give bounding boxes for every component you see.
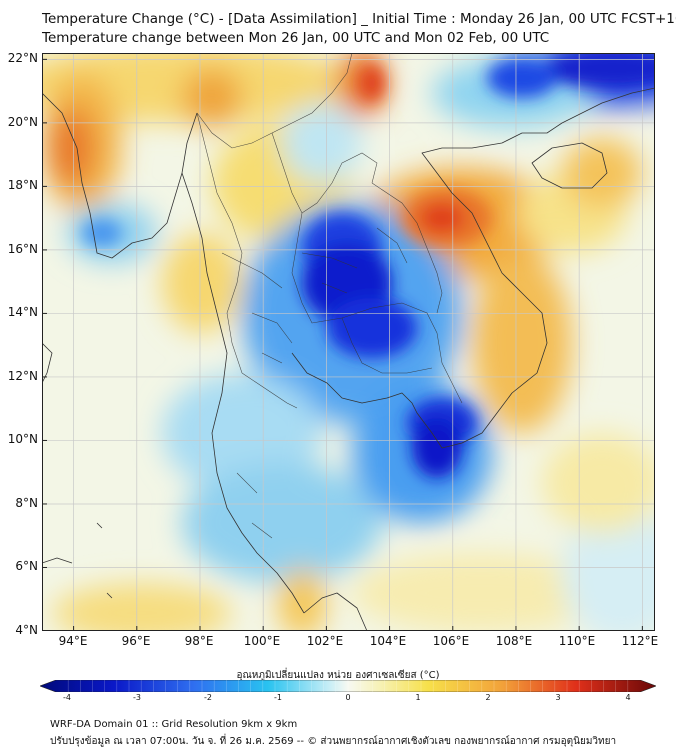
temperature-change-map (42, 53, 655, 631)
field-detail (82, 53, 655, 478)
lon-label: 96°E (121, 634, 151, 648)
graticule (42, 53, 655, 631)
colorbar-tick: 3 (555, 693, 561, 702)
lon-label: 94°E (58, 634, 88, 648)
colorbar (40, 680, 656, 692)
colorbar-tick: -1 (274, 693, 282, 702)
lat-label: 14°N (7, 305, 38, 319)
colorbar-title: อุณหภูมิเปลี่ยนแปลง หน่วย องศาเซลเซียส (… (236, 670, 440, 681)
lon-label: 106°E (432, 634, 470, 648)
colorbar-tick: -4 (63, 693, 71, 702)
lat-label: 20°N (7, 115, 38, 129)
colorbar-tick: 0 (345, 693, 351, 702)
lon-label: 102°E (306, 634, 344, 648)
map-panel (42, 53, 655, 631)
lat-label: 4°N (15, 623, 38, 637)
lon-label: 112°E (621, 634, 659, 648)
colorbar-tick: -2 (204, 693, 212, 702)
lat-label: 8°N (15, 496, 38, 510)
lon-label: 98°E (184, 634, 214, 648)
lat-label: 12°N (7, 369, 38, 383)
footer-line-1: WRF-DA Domain 01 :: Grid Resolution 9km … (50, 719, 298, 730)
coastlines (42, 87, 655, 631)
lat-label: 18°N (7, 178, 38, 192)
lon-label: 100°E (243, 634, 281, 648)
lat-label: 22°N (7, 51, 38, 65)
colorbar-tick: 2 (485, 693, 491, 702)
lat-label: 16°N (7, 242, 38, 256)
colorbar-tick: -3 (133, 693, 141, 702)
lon-label: 110°E (558, 634, 596, 648)
title-line-2: Temperature change between Mon 26 Jan, 0… (42, 30, 550, 46)
lon-label: 108°E (495, 634, 533, 648)
borders (196, 53, 463, 539)
title-line-1: Temperature Change (°C) - [Data Assimila… (42, 11, 676, 27)
colorbar-tick: 4 (625, 693, 631, 702)
lat-label: 6°N (15, 559, 38, 573)
colorbar-tick: 1 (415, 693, 421, 702)
lat-label: 10°N (7, 432, 38, 446)
lon-label: 104°E (369, 634, 407, 648)
footer-line-2: ปรับปรุงข้อมูล ณ เวลา 07:00น. วัน จ. ที่… (50, 736, 617, 747)
